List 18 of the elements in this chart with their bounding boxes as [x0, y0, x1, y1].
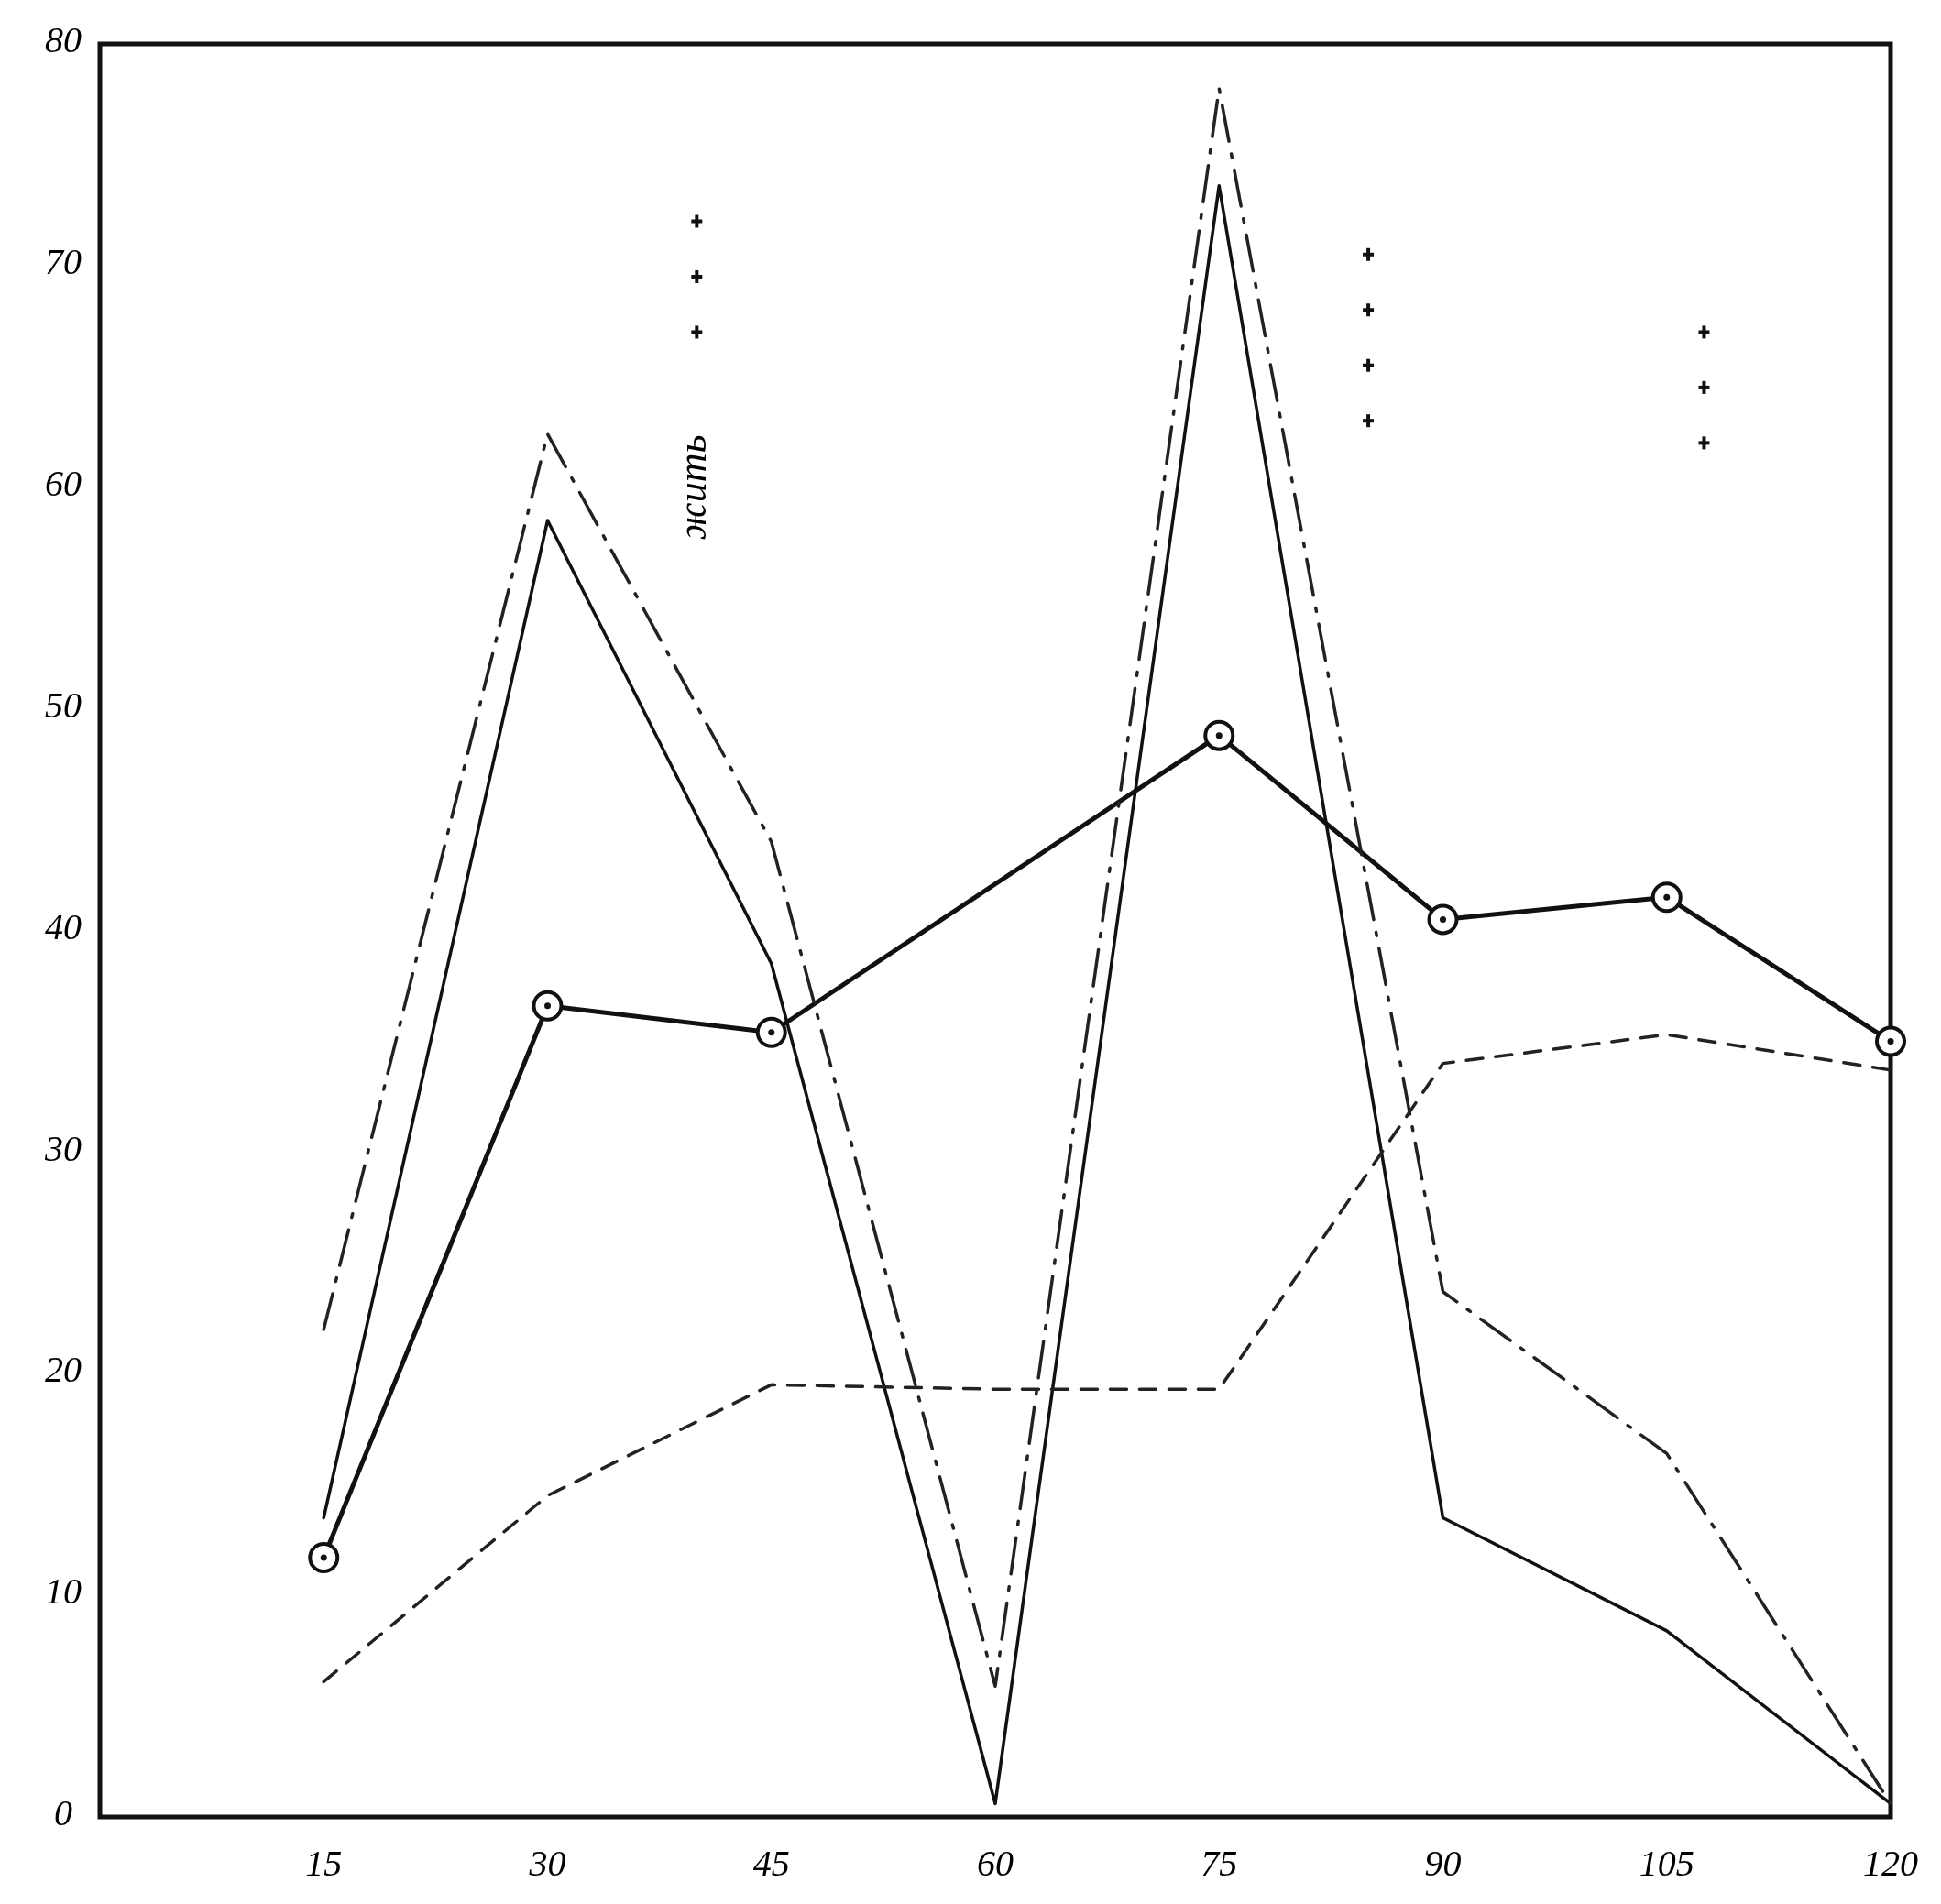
y-tick-label: 10 [45, 1570, 82, 1613]
x-tick-label: 105 [1639, 1843, 1694, 1885]
x-tick-label: 15 [305, 1843, 343, 1885]
y-tick-label: 0 [54, 1792, 72, 1834]
y-tick-label: 60 [45, 462, 82, 504]
y-tick-label: 40 [45, 905, 82, 947]
annotation: жить [670, 434, 716, 541]
y-tick-label: 30 [44, 1127, 82, 1169]
y-tick-label: 50 [45, 684, 82, 726]
x-tick-label: 75 [1201, 1843, 1238, 1885]
y-tick-label: 80 [45, 19, 82, 61]
x-tick-label: 60 [977, 1843, 1014, 1885]
x-tick-label: 120 [1863, 1843, 1918, 1885]
x-tick-label: 45 [752, 1843, 790, 1885]
y-tick-label: 20 [45, 1349, 82, 1391]
x-tick-label: 30 [528, 1843, 566, 1885]
x-tick-label: 90 [1424, 1843, 1462, 1885]
y-tick-label: 70 [45, 241, 82, 283]
